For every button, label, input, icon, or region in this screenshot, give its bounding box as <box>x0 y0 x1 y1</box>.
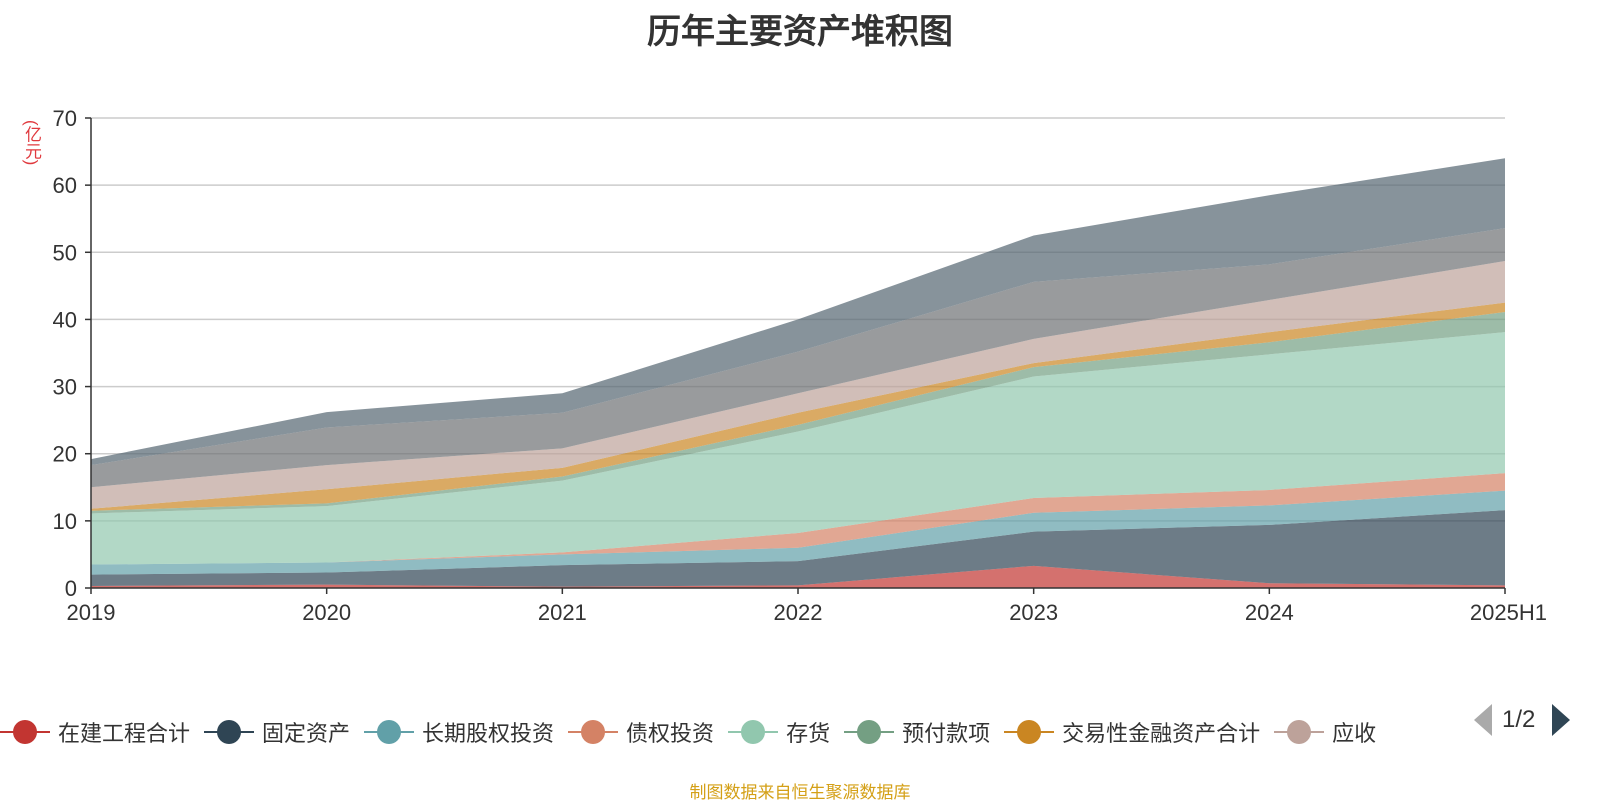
legend-prev-page-arrow-icon[interactable] <box>1474 704 1492 736</box>
legend-label: 固定资产 <box>262 721 351 746</box>
legend-marker-icon <box>844 719 895 745</box>
area-series-4 <box>91 473 1505 565</box>
chart-title: 历年主要资产堆积图 <box>647 13 953 51</box>
area-series-5 <box>91 332 1505 565</box>
legend-label: 在建工程合计 <box>58 721 191 746</box>
legend-label: 存货 <box>786 721 831 746</box>
x-tick-label: 2024 <box>1245 600 1294 625</box>
legend: 在建工程合计 固定资产 长期股权投资 债权投资 存货 预付款项 交易性金融资产合计 应收 <box>0 712 1470 752</box>
y-tick-label: 70 <box>53 106 77 131</box>
axes: 0 10 20 30 40 50 60 70 2019 2020 2021 2022 2023 2024 2… <box>53 106 1547 625</box>
y-tick-label: 10 <box>53 509 77 534</box>
legend-marker-icon <box>728 719 779 745</box>
legend-label: 应收 <box>1332 721 1377 746</box>
x-tick-label: 2023 <box>1009 600 1058 625</box>
legend-item[interactable]: 在建工程合计 <box>0 712 190 752</box>
area-series-9 <box>91 228 1505 488</box>
area-series-3 <box>91 490 1505 575</box>
y-tick-label: 60 <box>53 173 77 198</box>
legend-label: 债权投资 <box>626 721 715 746</box>
legend-item[interactable]: 固定资产 <box>204 712 350 752</box>
legend-item[interactable]: 预付款项 <box>844 712 990 752</box>
data-source-note: 制图数据来自恒生聚源数据库 <box>689 783 911 802</box>
legend-item[interactable]: 长期股权投资 <box>364 712 554 752</box>
legend-item[interactable]: 应收 <box>1274 712 1376 752</box>
x-tick-label: 2022 <box>774 600 823 625</box>
x-tick-label: 2021 <box>538 600 587 625</box>
y-tick-label: 30 <box>53 375 77 400</box>
area-series-7 <box>91 302 1505 511</box>
legend-marker-icon <box>204 719 255 745</box>
x-tick-label: 2020 <box>302 600 351 625</box>
legend-marker-icon <box>0 719 50 745</box>
y-tick-label: 0 <box>65 576 77 601</box>
legend-label: 长期股权投资 <box>422 721 555 746</box>
area-series-6 <box>91 312 1505 514</box>
legend-marker-icon <box>1004 719 1055 745</box>
area-series-8 <box>91 261 1505 509</box>
y-tick-label: 20 <box>53 442 77 467</box>
legend-marker-icon <box>1274 719 1325 745</box>
legend-marker-icon <box>568 719 619 745</box>
legend-next-page-arrow-icon[interactable] <box>1552 704 1570 736</box>
x-tick-label: 2025H1 <box>1470 600 1547 625</box>
stacked-area-chart: 0 10 20 30 40 50 60 70 2019 2020 2021 2022 2023 2024 2… <box>53 106 1547 625</box>
y-axis-unit-label: (亿元) <box>22 120 41 166</box>
legend-page-indicator: 1/2 <box>1502 706 1536 733</box>
legend-item[interactable]: 存货 <box>728 712 830 752</box>
legend-marker-icon <box>364 719 415 745</box>
area-series-10 <box>91 158 1505 466</box>
area-series-2 <box>91 510 1505 587</box>
area-series-1 <box>91 565 1505 588</box>
legend-item[interactable]: 债权投资 <box>568 712 714 752</box>
legend-pager: 1/2 <box>1474 704 1600 736</box>
y-tick-label: 40 <box>53 307 77 332</box>
x-tick-label: 2019 <box>67 600 116 625</box>
legend-item[interactable]: 交易性金融资产合计 <box>1004 712 1260 752</box>
y-tick-label: 50 <box>53 240 77 265</box>
legend-label: 预付款项 <box>902 721 991 746</box>
area-series <box>91 158 1505 588</box>
legend-label: 交易性金融资产合计 <box>1062 721 1261 746</box>
